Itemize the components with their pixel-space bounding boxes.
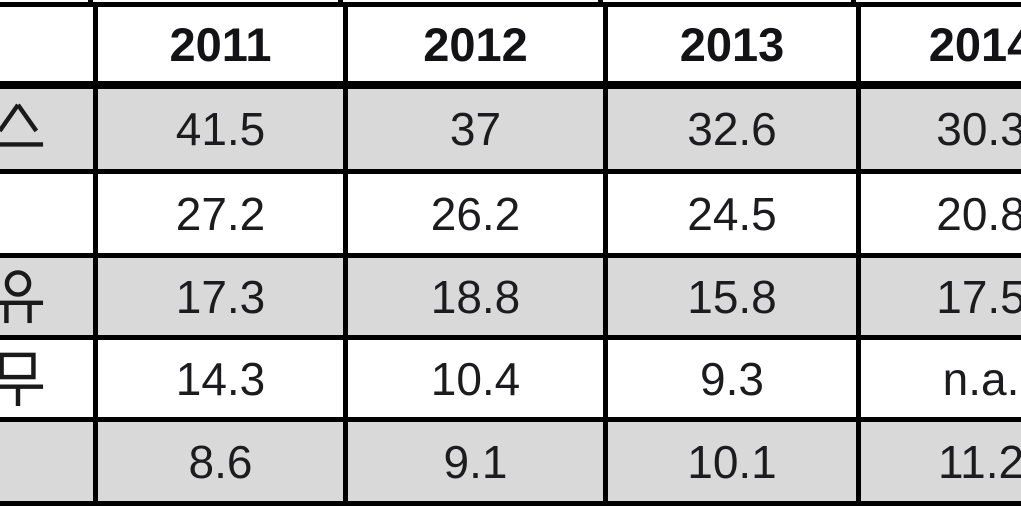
table-cell: 8.6 [98,422,343,501]
table-cell: 20.8 [861,174,1021,253]
row-label-cell: 무 [0,340,93,417]
row-label-text [44,213,45,214]
table-cell: 17.3 [98,258,343,335]
table-cell: 9.3 [608,340,856,417]
table-cell: 14.3 [98,340,343,417]
top-border-stub [338,0,343,3]
table-cell: 17.5 [861,258,1021,335]
hangul-yu-glyph [0,269,44,323]
table-cell: 30.3 [861,89,1021,169]
corner-header-cell [0,7,93,84]
table-cell: 11.2 [861,422,1021,501]
row-label-cell [0,174,93,253]
row-label-cell [0,422,93,501]
table-cell: 10.1 [608,422,856,501]
top-border-stub [88,0,93,3]
row-label-cell: 스 [0,89,93,169]
table-cell: 9.1 [348,422,603,501]
table-cell: 27.2 [98,174,343,253]
table-cell: 24.5 [608,174,856,253]
table-cell: 37 [348,89,603,169]
table-cell: 41.5 [98,89,343,169]
year-header-2014: 2014 [861,7,1021,84]
hangul-seu-glyph [0,103,44,147]
table-cell: 10.4 [348,340,603,417]
year-header-2013: 2013 [608,7,856,84]
row-label-text [44,461,45,462]
row-label-cell: 유 [0,258,93,335]
table-cell: 15.8 [608,258,856,335]
top-border-stub [598,0,603,3]
table-cell: 32.6 [608,89,856,169]
table-cell: 18.8 [348,258,603,335]
table-cell: 26.2 [348,174,603,253]
table-cell: n.a. [861,340,1021,417]
hangul-mu-glyph [0,352,44,406]
top-border-stub [851,0,856,3]
year-header-2012: 2012 [348,7,603,84]
year-header-2011: 2011 [98,7,343,84]
